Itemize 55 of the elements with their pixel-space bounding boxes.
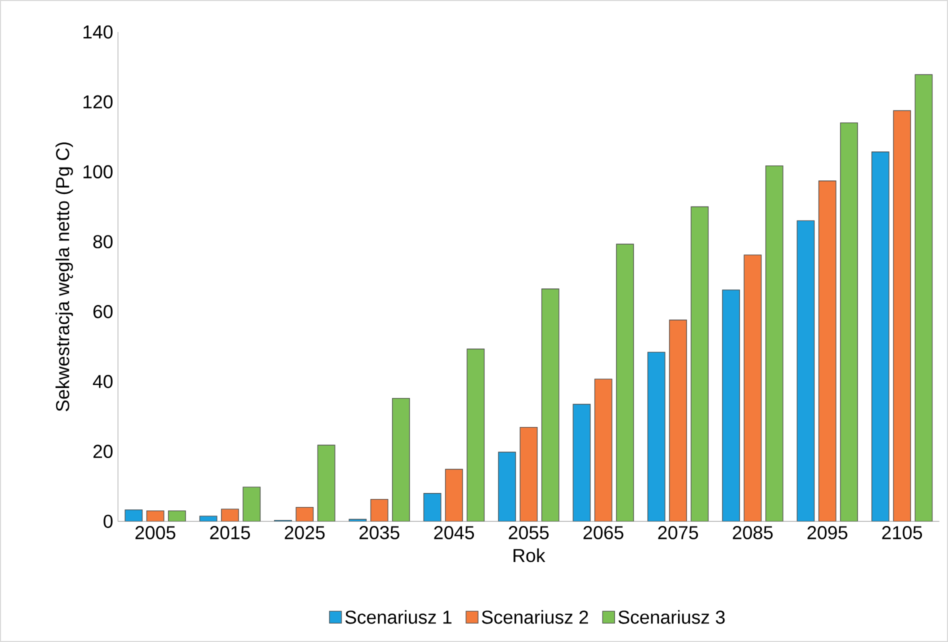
y-tick-label: 40 xyxy=(92,374,113,388)
y-tick-label: 80 xyxy=(93,235,113,248)
bar xyxy=(423,493,442,522)
bar xyxy=(893,110,911,522)
y-tick-label: 100 xyxy=(84,165,113,178)
y-tick-label: 140 xyxy=(84,25,113,39)
bar xyxy=(796,220,815,522)
bar xyxy=(840,122,858,522)
bar xyxy=(466,348,485,522)
legend-label: Scenariusz 3 xyxy=(618,610,725,624)
y-tick-label: 60 xyxy=(93,304,113,318)
y-tick-label: 120 xyxy=(84,95,113,109)
x-tick-label: 2045 xyxy=(434,526,474,540)
x-tick-label: 2075 xyxy=(658,526,698,540)
y-axis-title: Sekwestracja węgla netto (Pg C) xyxy=(56,142,73,412)
bar xyxy=(242,486,261,522)
bar xyxy=(445,468,463,522)
bar xyxy=(317,444,336,522)
y-tick-label: 0 xyxy=(104,514,113,528)
x-tick-label: 2095 xyxy=(808,526,848,540)
bar xyxy=(594,378,612,522)
bar xyxy=(498,452,516,522)
y-tick-label: 20 xyxy=(93,444,113,458)
x-tick-label: 2005 xyxy=(135,526,176,540)
x-tick-label: 2025 xyxy=(284,526,325,540)
x-tick-label: 2065 xyxy=(584,526,624,540)
bar xyxy=(722,290,740,522)
bar xyxy=(914,74,933,522)
x-tick-label: 2015 xyxy=(210,526,250,540)
x-tick-label: 2105 xyxy=(882,526,922,540)
bar xyxy=(572,404,591,522)
bar xyxy=(541,288,560,522)
bar xyxy=(647,352,666,522)
legend-label: Scenariusz 1 xyxy=(345,610,452,624)
bar xyxy=(199,516,218,522)
x-tick-label: 2085 xyxy=(732,526,773,540)
bar xyxy=(221,508,239,522)
bar xyxy=(818,180,836,522)
bar xyxy=(520,426,538,522)
bar xyxy=(392,398,410,522)
bar xyxy=(168,510,186,522)
x-tick-label: 2055 xyxy=(508,526,549,540)
bar xyxy=(146,510,164,522)
bar xyxy=(765,166,784,522)
bar xyxy=(616,244,634,522)
bar xyxy=(124,509,143,522)
bar xyxy=(744,254,762,522)
bar xyxy=(296,507,314,522)
x-axis-title: Rok xyxy=(514,548,546,562)
bar xyxy=(669,320,687,522)
bar xyxy=(871,152,890,522)
legend-label: Scenariusz 2 xyxy=(482,610,588,624)
x-tick-label: 2035 xyxy=(360,526,400,540)
bar xyxy=(370,498,388,522)
bar xyxy=(690,206,709,522)
